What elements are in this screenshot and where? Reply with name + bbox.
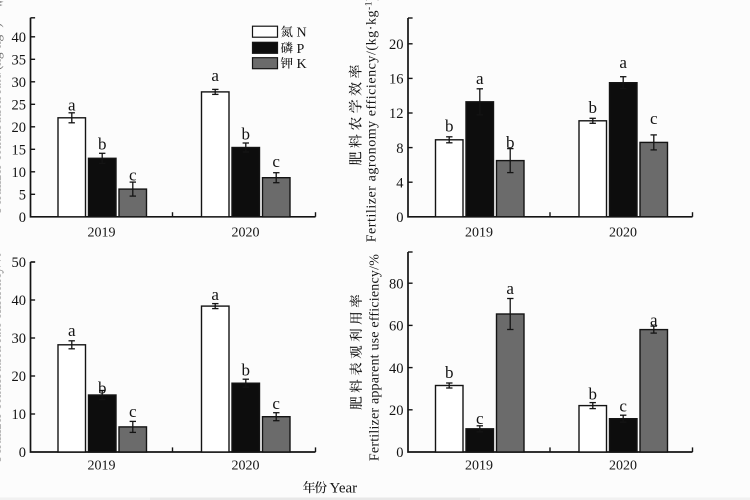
svg-text:b: b [98,134,107,153]
svg-text:c: c [650,109,658,128]
svg-text:20: 20 [12,120,27,136]
svg-text:0: 0 [19,210,26,226]
svg-text:2019: 2019 [465,459,493,474]
svg-text:60: 60 [389,319,404,335]
svg-text:c: c [129,402,137,421]
svg-text:b: b [589,384,598,403]
svg-text:80: 80 [389,276,404,292]
svg-text:b: b [242,124,251,143]
svg-text:c: c [619,397,627,416]
svg-text:b: b [98,378,107,397]
svg-text:c: c [272,394,280,413]
svg-text:12: 12 [389,106,404,122]
svg-text:a: a [619,53,627,72]
svg-text:a: a [68,321,76,340]
svg-text:40: 40 [12,30,27,46]
svg-text:50: 50 [12,255,27,271]
svg-text:2020: 2020 [609,459,637,474]
svg-text:30: 30 [12,75,27,91]
svg-text:0: 0 [396,445,403,461]
svg-text:c: c [272,152,280,171]
svg-text:c: c [476,409,484,428]
svg-text:Fertilizer contribution rate e: Fertilizer contribution rate efficiency/… [0,252,4,462]
svg-text:20: 20 [389,403,404,419]
svg-text:b: b [242,360,251,379]
svg-text:a: a [68,96,76,115]
svg-text:0: 0 [19,445,26,461]
svg-text:25: 25 [12,98,27,114]
svg-text:Fertilizer apparent use effici: Fertilizer apparent use efficiency/% [368,254,383,461]
svg-text:b: b [589,98,598,117]
svg-text:15: 15 [12,143,27,159]
svg-text:a: a [650,311,658,330]
svg-text:20: 20 [389,37,404,53]
svg-text:4: 4 [396,175,404,191]
svg-text:a: a [506,279,514,298]
svg-text:P: P [297,42,305,57]
svg-text:40: 40 [389,361,404,377]
svg-text:5: 5 [19,188,26,204]
svg-text:Fertilizer contribution rate/(: Fertilizer contribution rate/(kg·kg-1) [0,23,4,213]
svg-text:20: 20 [12,369,27,385]
svg-text:16: 16 [389,72,404,88]
svg-text:2020: 2020 [232,459,260,474]
svg-text:2019: 2019 [88,459,116,474]
svg-text:K: K [297,57,307,72]
svg-text:a: a [211,66,219,85]
svg-text:10: 10 [12,407,27,423]
svg-text:b: b [445,116,454,135]
svg-text:2019: 2019 [88,226,116,241]
svg-text:c: c [129,166,137,185]
svg-text:8: 8 [396,141,403,157]
svg-text:30: 30 [12,331,27,347]
svg-text:Year: Year [330,481,358,497]
svg-text:N: N [297,26,307,41]
svg-text:b: b [445,363,454,382]
svg-text:0: 0 [396,210,403,226]
svg-text:a: a [211,285,219,304]
svg-text:b: b [506,133,515,152]
svg-text:40: 40 [12,293,27,309]
svg-text:10: 10 [12,165,27,181]
svg-text:2019: 2019 [465,226,493,241]
svg-text:2020: 2020 [232,226,260,241]
svg-text:a: a [476,69,484,88]
svg-text:35: 35 [12,53,27,69]
svg-text:2020: 2020 [609,226,637,241]
svg-text:Fertilizer agronomy efficiency: Fertilizer agronomy efficiency/(kg·kg-1) [364,0,379,242]
